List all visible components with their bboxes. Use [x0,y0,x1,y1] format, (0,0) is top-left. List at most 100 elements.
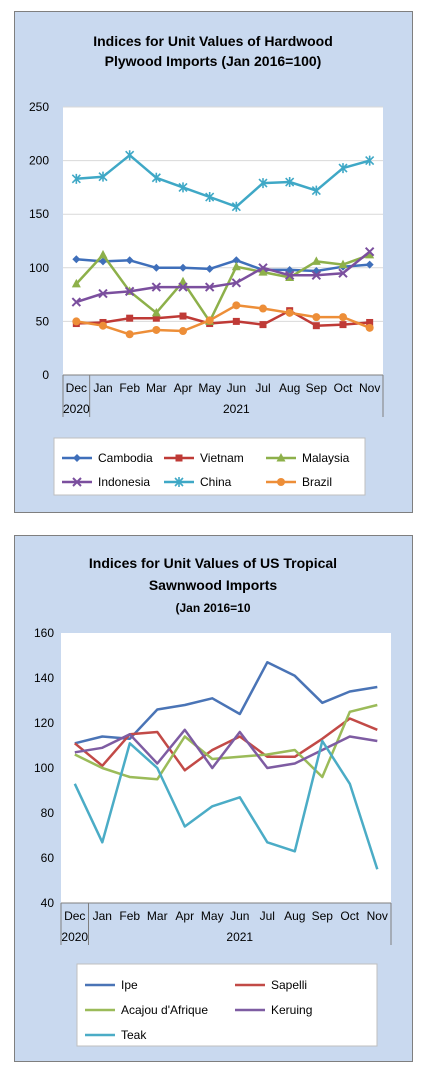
data-point-marker [98,171,108,182]
data-point-marker [205,264,214,273]
plywood-chart-svg: Indices for Unit Values of Hardwood Plyw… [29,33,384,496]
data-point-marker [258,178,268,189]
data-point-marker [339,313,347,322]
legend-label: Vietnam [200,451,244,465]
data-point-marker [231,278,242,288]
x-tick-label: Mar [147,909,168,923]
x-tick-label: Apr [175,909,194,923]
sawnwood-chart-svg: Indices for Unit Values of US Tropical S… [34,555,392,1047]
x-tick-label: Jan [93,381,112,395]
chart-panel-sawnwood: Indices for Unit Values of US Tropical S… [14,535,413,1062]
y-tick-label: 140 [34,671,54,685]
data-point-marker [338,259,348,269]
data-point-marker [205,192,215,203]
data-point-marker [72,255,81,264]
x-tick-label: Dec [66,381,87,395]
data-point-marker [179,327,187,336]
chart-subtitle: (Jan 2016=10 [175,601,250,615]
data-point-marker [232,301,241,310]
y-tick-label: 150 [29,207,49,221]
data-point-marker [71,297,82,307]
x-tick-label: Jul [260,909,275,923]
data-point-marker [152,314,160,322]
data-point-marker [71,173,81,184]
legend-label: Teak [121,1028,147,1042]
x-tick-label: Aug [279,381,300,395]
x-tick-label: Feb [119,381,140,395]
data-point-marker [259,304,267,313]
year-label: 2020 [61,930,88,944]
data-point-marker [365,155,375,166]
y-tick-label: 80 [41,806,55,820]
series-line [75,250,371,304]
data-point-marker [126,314,134,322]
data-point-marker [174,477,184,487]
series-line [73,739,379,870]
data-point-marker [205,316,214,325]
data-point-marker [125,150,135,161]
series-acajou-d-afrique [74,703,378,781]
x-tick-label: Sep [312,909,334,923]
data-point-marker [276,453,286,462]
plot-area [61,633,391,903]
legend-label: Sapelli [271,978,307,992]
chart-title-line1: Indices for Unit Values of US Tropical [89,555,337,571]
x-tick-label: Jan [93,909,112,923]
data-point-marker [152,263,161,272]
y-tick-label: 200 [29,154,49,168]
x-tick-label: Sep [306,381,328,395]
data-point-marker [311,256,321,265]
chart-title-line2: Plywood Imports (Jan 2016=100) [105,53,322,69]
legend-label: Malaysia [302,451,350,465]
chart-title-line1: Indices for Unit Values of Hardwood [93,33,333,49]
x-tick-label: Oct [340,909,359,923]
data-point-marker [231,261,241,271]
year-label: 2020 [63,402,90,416]
series-indonesia [71,247,375,307]
x-tick-label: Aug [284,909,305,923]
data-point-marker [231,201,241,212]
data-point-marker [312,322,320,330]
data-point-marker [277,478,285,486]
data-point-marker [71,278,81,288]
x-tick-label: Oct [334,381,353,395]
y-tick-label: 60 [41,851,55,865]
data-point-marker [151,307,161,317]
x-tick-label: Jul [255,381,270,395]
year-label: 2021 [226,930,253,944]
x-tick-label: Nov [359,381,380,395]
legend-label: China [200,475,232,489]
series-line [76,257,370,273]
data-point-marker [285,308,294,317]
data-point-marker [364,247,375,257]
data-point-marker [125,330,134,339]
data-point-marker [259,321,267,329]
series-sapelli [74,717,378,772]
series-line [76,304,371,336]
x-tick-label: Jun [230,909,249,923]
data-point-marker [338,268,348,278]
data-point-marker [98,249,108,259]
legend-box [53,437,366,496]
series-china [71,150,375,212]
data-point-marker [311,185,321,196]
legend-label: Keruing [271,1003,312,1017]
series-line [74,703,378,781]
y-tick-label: 50 [36,314,50,328]
data-point-marker [178,276,188,286]
x-tick-label: Jun [227,381,246,395]
data-point-marker [365,249,375,259]
legend-box [76,963,378,1047]
data-point-marker [124,286,135,297]
data-point-marker [125,256,134,265]
y-tick-label: 160 [34,626,54,640]
data-point-marker [311,270,322,281]
series-brazil [72,301,374,339]
data-point-marker [151,172,161,183]
series-line [74,717,378,772]
data-point-marker [312,313,321,322]
data-point-marker [204,282,215,292]
data-point-marker [179,312,187,320]
data-point-marker [365,260,374,269]
legend-label: Acajou d'Afrique [121,1003,208,1017]
